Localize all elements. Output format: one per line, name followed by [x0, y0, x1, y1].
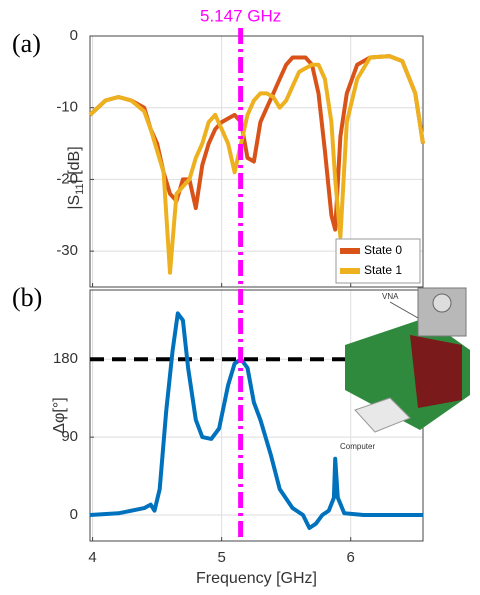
panel: (a)	[12, 29, 41, 58]
panel: (b)	[12, 283, 42, 312]
y-axis-label: |S11| [dB]	[66, 146, 86, 209]
y-label-part: | [dB]	[66, 146, 83, 183]
y-tick-label: 0	[70, 506, 78, 523]
y-tick-label: -30	[56, 242, 78, 259]
y-label-sub: 11	[74, 183, 86, 194]
inset-label: VNA	[382, 292, 399, 301]
x-tick-label: 5	[217, 549, 225, 566]
legend-label: State 1	[364, 263, 402, 277]
legend-label: State 0	[364, 243, 402, 257]
inset-label: Computer	[340, 442, 375, 451]
connector	[432, 293, 452, 313]
x-tick-label: 6	[347, 549, 355, 566]
computer-box	[354, 397, 411, 433]
y-tick-label: 0	[70, 27, 78, 44]
axes-frame	[89, 35, 424, 288]
y-label-part: |S	[66, 195, 83, 210]
legend-box	[335, 238, 421, 284]
y-tick-label: -20	[56, 170, 78, 187]
horn	[410, 335, 462, 408]
y-tick-label: 90	[61, 428, 78, 445]
y-tick-label: 180	[53, 350, 78, 367]
y-axis-label: Δφ[°]	[51, 397, 68, 433]
x-axis-label: Frequency [GHz]	[196, 570, 317, 587]
y-tick-label: -10	[56, 99, 78, 116]
pointer	[389, 301, 419, 319]
marker-label: 5.147 GHz	[200, 6, 281, 25]
series-line	[89, 311, 423, 530]
inset-photo: VNA Computer	[340, 287, 470, 451]
x-tick-label: 4	[88, 549, 96, 566]
series-line	[88, 54, 425, 275]
